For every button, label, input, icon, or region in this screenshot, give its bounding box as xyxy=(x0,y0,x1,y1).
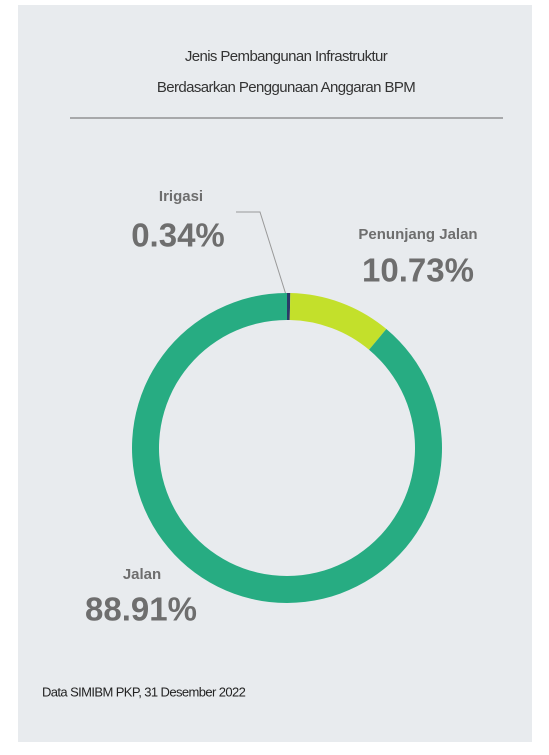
donut-slice xyxy=(289,293,387,350)
slice-label: Irigasi xyxy=(159,188,203,205)
slice-label: Jalan xyxy=(123,566,161,583)
slice-value: 10.73% xyxy=(362,252,474,289)
donut-slice xyxy=(287,293,291,321)
slice-value: 0.34% xyxy=(131,217,225,254)
slice-label: Penunjang Jalan xyxy=(358,226,477,243)
slice-value: 88.91% xyxy=(85,591,197,628)
chart-title: Berdasarkan Penggunaan Anggaran BPM xyxy=(157,79,415,96)
chart-title: Jenis Pembangunan Infrastruktur xyxy=(185,48,388,65)
leader-line xyxy=(236,211,288,299)
source: Data SIMIBM PKP, 31 Desember 2022 xyxy=(42,684,246,699)
card xyxy=(18,5,532,742)
